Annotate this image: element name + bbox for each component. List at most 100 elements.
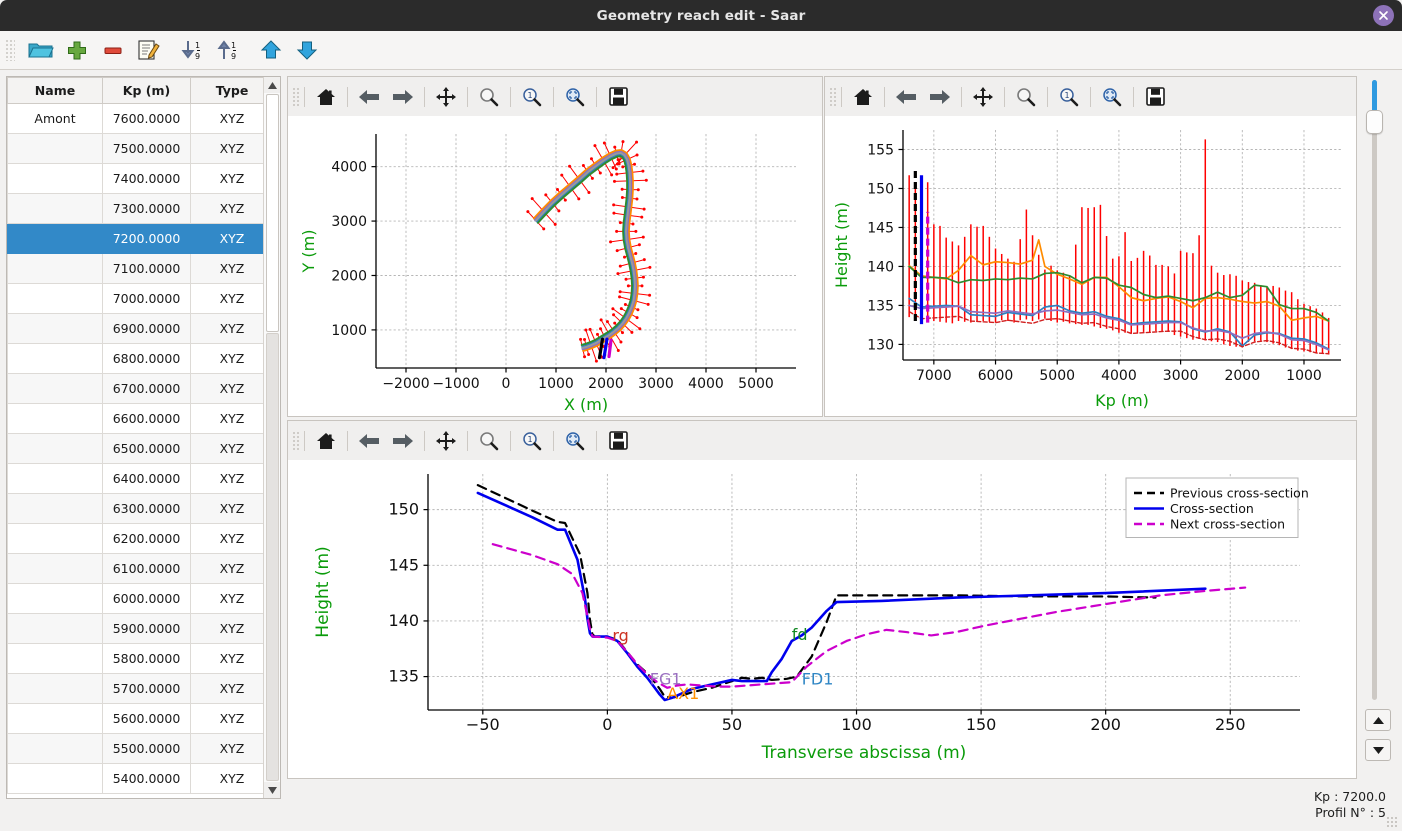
zoom-out-button[interactable]	[472, 426, 506, 456]
row-cell-kp[interactable]: 6800.0000	[102, 343, 191, 374]
row-cell-name[interactable]	[7, 703, 103, 734]
profile-slider[interactable]	[1366, 80, 1383, 700]
column-header-type[interactable]: Type	[190, 77, 274, 104]
row-cell-type[interactable]: XYZ	[190, 673, 274, 704]
row-cell-kp[interactable]: 5600.0000	[102, 703, 191, 734]
row-cell-type[interactable]: XYZ	[190, 553, 274, 584]
scroll-down-icon[interactable]	[264, 782, 280, 798]
row-cell-kp[interactable]: 7100.0000	[102, 253, 191, 284]
row-cell-kp[interactable]: 7400.0000	[102, 163, 191, 194]
row-cell-type[interactable]: XYZ	[190, 403, 274, 434]
open-folder-button[interactable]	[23, 34, 59, 66]
back-button[interactable]	[889, 82, 923, 112]
row-cell-type[interactable]: XYZ	[190, 133, 274, 164]
slider-track[interactable]	[1372, 80, 1377, 700]
row-cell-type[interactable]: XYZ	[190, 313, 274, 344]
row-cell-kp[interactable]: 6100.0000	[102, 553, 191, 584]
cross-section-chart[interactable]: −50 0 50 100 150 200 250 135 140 145 150 Transverse…	[288, 460, 1356, 778]
reach-points-table[interactable]: Name Kp (m) Type Amont 7600.0000 XYZ 7500.0…	[6, 76, 281, 799]
pan-button[interactable]	[966, 82, 1000, 112]
home-button[interactable]	[846, 82, 880, 112]
zoom-one-button[interactable]: 1	[515, 82, 549, 112]
row-cell-kp[interactable]: 6300.0000	[102, 493, 191, 524]
table-row[interactable]: 5600.0000 XYZ	[7, 703, 274, 734]
move-up-button[interactable]	[253, 34, 289, 66]
previous-profile-button[interactable]	[1365, 739, 1391, 761]
table-row[interactable]: 6500.0000 XYZ	[7, 433, 274, 464]
zoom-rect-button[interactable]	[558, 426, 592, 456]
row-cell-type[interactable]: XYZ	[190, 733, 274, 764]
forward-button[interactable]	[386, 426, 420, 456]
table-row[interactable]: 6800.0000 XYZ	[7, 343, 274, 374]
row-cell-type[interactable]: XYZ	[190, 343, 274, 374]
row-cell-name[interactable]	[7, 223, 103, 254]
forward-button[interactable]	[386, 82, 420, 112]
home-button[interactable]	[309, 426, 343, 456]
row-cell-kp[interactable]: 6400.0000	[102, 463, 191, 494]
back-button[interactable]	[352, 82, 386, 112]
table-row[interactable]: 7300.0000 XYZ	[7, 193, 274, 224]
row-cell-type[interactable]: XYZ	[190, 613, 274, 644]
next-profile-button[interactable]	[1365, 709, 1391, 731]
row-cell-type[interactable]: XYZ	[190, 283, 274, 314]
table-row[interactable]: 5700.0000 XYZ	[7, 673, 274, 704]
table-row[interactable]: 7000.0000 XYZ	[7, 283, 274, 314]
zoom-out-button[interactable]	[472, 82, 506, 112]
table-row[interactable]: 6700.0000 XYZ	[7, 373, 274, 404]
row-cell-kp[interactable]: 7200.0000	[102, 223, 191, 254]
table-row[interactable]: 5500.0000 XYZ	[7, 733, 274, 764]
table-row[interactable]: 5900.0000 XYZ	[7, 613, 274, 644]
sort-ascending-button[interactable]: 1 9	[211, 34, 247, 66]
row-cell-name[interactable]	[7, 463, 103, 494]
scrollbar-thumb[interactable]	[266, 94, 279, 332]
row-cell-type[interactable]: XYZ	[190, 463, 274, 494]
row-cell-kp[interactable]: 6200.0000	[102, 523, 191, 554]
table-row[interactable]: Amont 7600.0000 XYZ	[7, 103, 274, 134]
row-cell-name[interactable]	[7, 403, 103, 434]
row-cell-kp[interactable]: 5500.0000	[102, 733, 191, 764]
row-cell-type[interactable]: XYZ	[190, 193, 274, 224]
row-cell-name[interactable]	[7, 523, 103, 554]
table-row[interactable]: 6900.0000 XYZ	[7, 313, 274, 344]
table-row[interactable]: 7200.0000 XYZ	[7, 223, 274, 254]
row-cell-kp[interactable]: 5800.0000	[102, 643, 191, 674]
row-cell-type[interactable]: XYZ	[190, 703, 274, 734]
remove-button[interactable]	[95, 34, 131, 66]
table-row[interactable]: 7100.0000 XYZ	[7, 253, 274, 284]
table-scrollbar[interactable]	[263, 77, 280, 798]
row-cell-type[interactable]: XYZ	[190, 223, 274, 254]
table-row[interactable]: 5800.0000 XYZ	[7, 643, 274, 674]
forward-button[interactable]	[923, 82, 957, 112]
row-cell-name[interactable]	[7, 193, 103, 224]
row-cell-name[interactable]	[7, 343, 103, 374]
row-cell-kp[interactable]: 7000.0000	[102, 283, 191, 314]
zoom-rect-button[interactable]	[558, 82, 592, 112]
add-button[interactable]	[59, 34, 95, 66]
plan-view-chart[interactable]: −2000 −1000 0 1000 2000 3000 4000 5000 1000 2000 3…	[288, 116, 822, 416]
row-cell-kp[interactable]: 7600.0000	[102, 103, 191, 134]
table-row[interactable]: 7500.0000 XYZ	[7, 133, 274, 164]
row-cell-name[interactable]	[7, 373, 103, 404]
row-cell-name[interactable]	[7, 673, 103, 704]
edit-button[interactable]	[131, 34, 167, 66]
row-cell-name[interactable]	[7, 133, 103, 164]
row-cell-name[interactable]	[7, 733, 103, 764]
row-cell-type[interactable]: XYZ	[190, 373, 274, 404]
row-cell-type[interactable]: XYZ	[190, 523, 274, 554]
row-cell-kp[interactable]: 7500.0000	[102, 133, 191, 164]
home-button[interactable]	[309, 82, 343, 112]
column-header-kp[interactable]: Kp (m)	[102, 77, 191, 104]
back-button[interactable]	[352, 426, 386, 456]
table-row[interactable]: 7400.0000 XYZ	[7, 163, 274, 194]
row-cell-name[interactable]	[7, 283, 103, 314]
close-icon[interactable]	[1373, 5, 1394, 26]
resize-grip[interactable]	[1386, 816, 1398, 828]
row-cell-name[interactable]: Amont	[7, 103, 103, 134]
table-row[interactable]: 6400.0000 XYZ	[7, 463, 274, 494]
table-row[interactable]: 5400.0000 XYZ	[7, 763, 274, 794]
scroll-up-icon[interactable]	[264, 77, 280, 93]
long-profile-chart[interactable]: 7000 6000 5000 4000 3000 2000 1000 130 135 140 145…	[825, 116, 1356, 416]
save-button[interactable]	[601, 426, 635, 456]
row-cell-kp[interactable]: 6700.0000	[102, 373, 191, 404]
zoom-rect-button[interactable]	[1095, 82, 1129, 112]
